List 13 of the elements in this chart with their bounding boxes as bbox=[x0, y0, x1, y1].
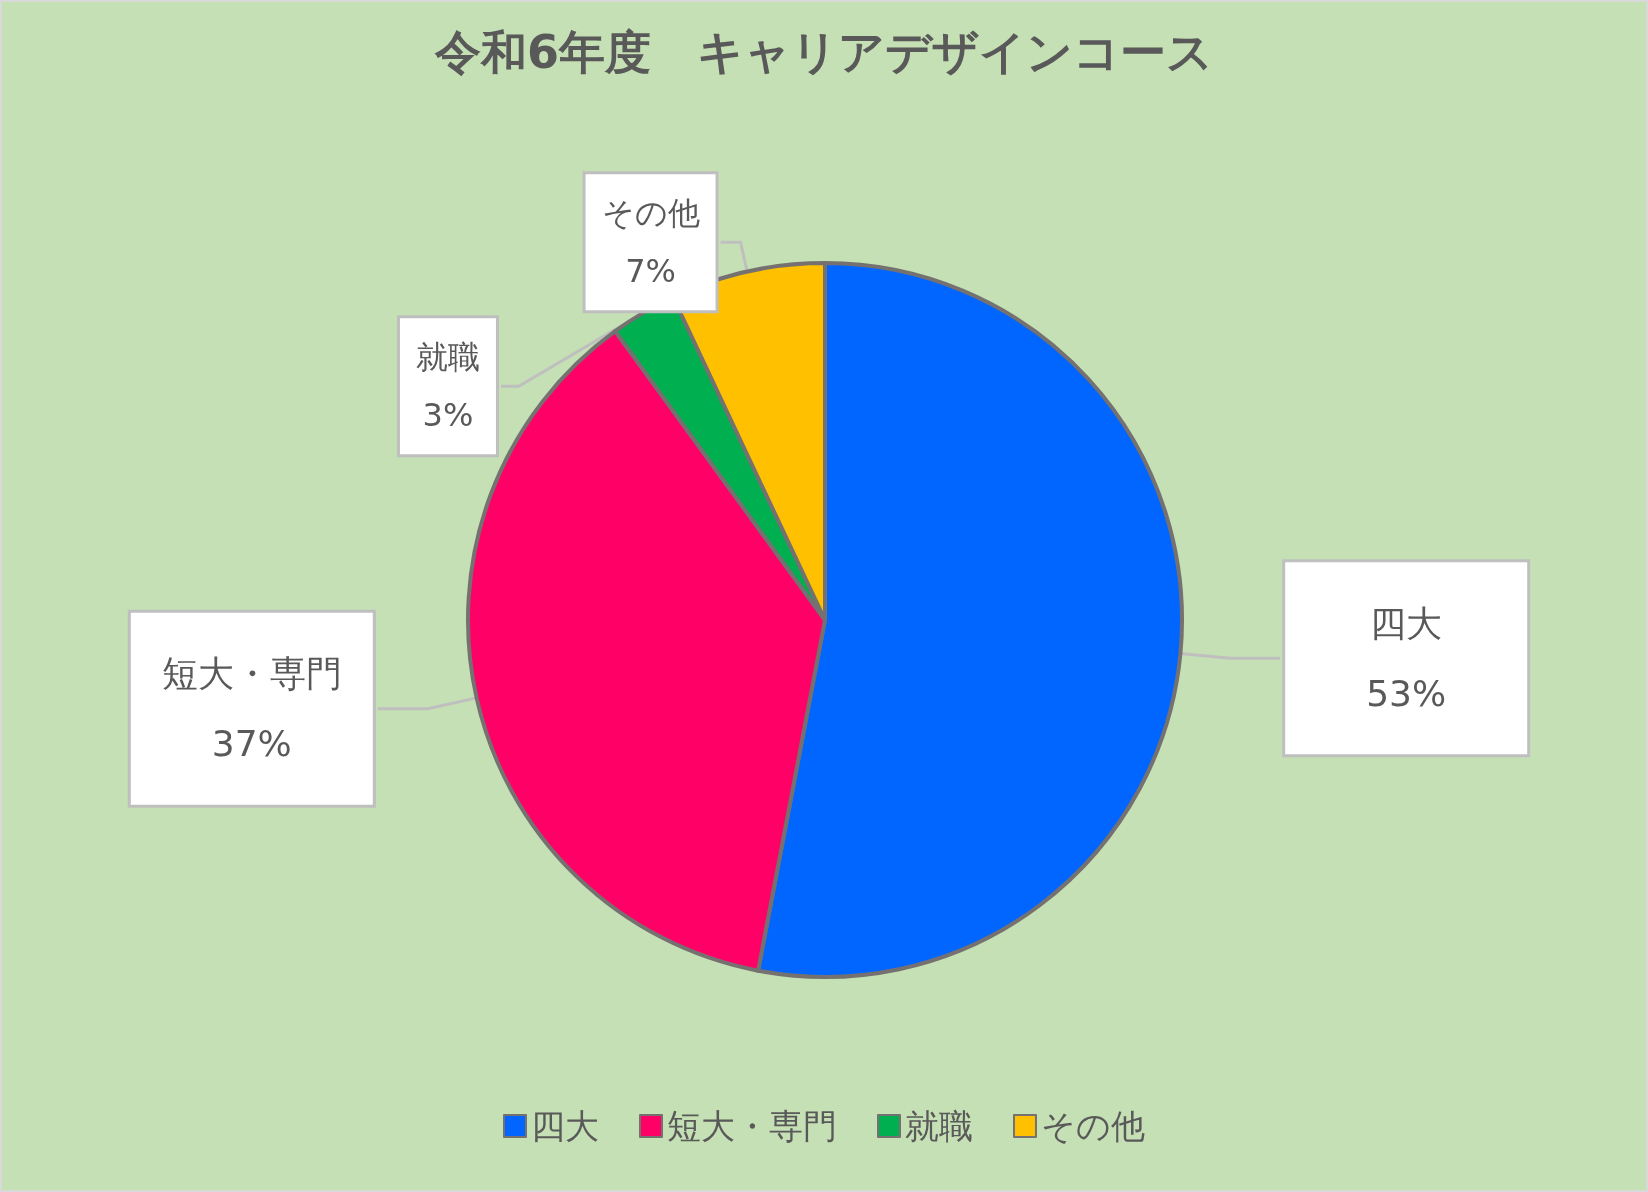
slice-label: 四大 bbox=[1370, 602, 1443, 644]
legend-label: 短大・専門 bbox=[667, 1106, 837, 1146]
data-label: 7% bbox=[625, 252, 676, 291]
slice-label: 短大・専門 bbox=[161, 653, 342, 695]
legend-label: 就職 bbox=[905, 1106, 973, 1146]
legend-label: その他 bbox=[1041, 1106, 1145, 1146]
slice-label: 就職 bbox=[415, 338, 480, 377]
data-label: 37% bbox=[211, 723, 292, 765]
data-label: 3% bbox=[422, 396, 474, 435]
legend-label: 四大 bbox=[531, 1106, 599, 1146]
slice-label: その他 bbox=[601, 194, 700, 233]
data-label: 53% bbox=[1366, 672, 1447, 714]
chart-title: 令和6年度 キャリアデザインコース bbox=[433, 25, 1214, 79]
